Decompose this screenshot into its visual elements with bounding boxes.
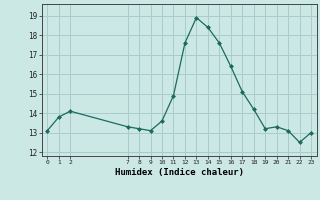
X-axis label: Humidex (Indice chaleur): Humidex (Indice chaleur) [115,168,244,177]
